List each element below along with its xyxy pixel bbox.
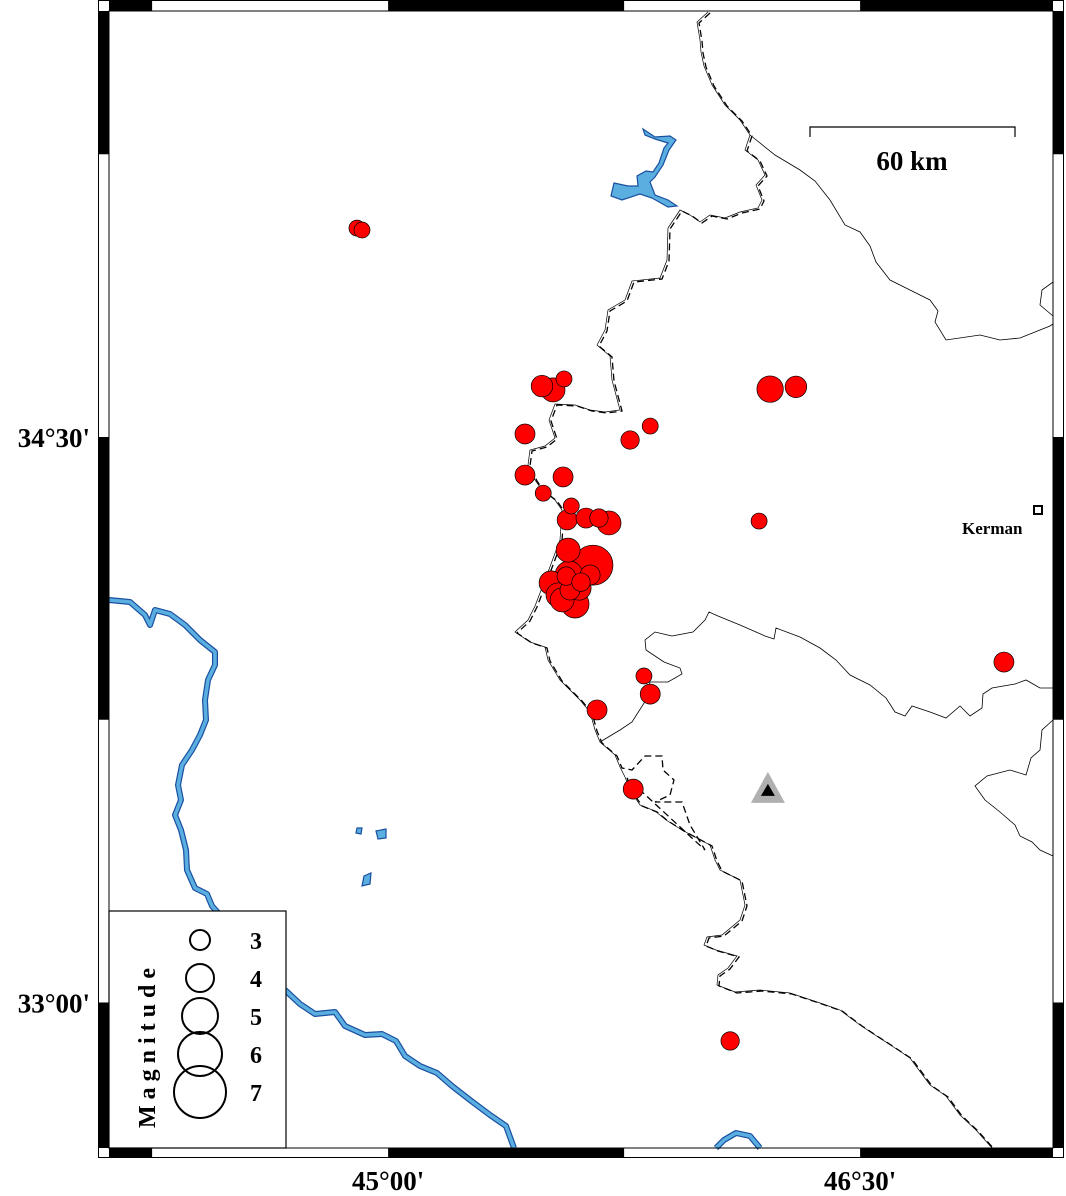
earthquake-marker xyxy=(555,537,581,563)
international-border xyxy=(514,11,993,1149)
legend-label: 3 xyxy=(250,929,262,955)
lake xyxy=(610,127,679,208)
frame-bar xyxy=(1053,11,1063,155)
earthquake-marker xyxy=(720,1031,740,1051)
legend-circle xyxy=(189,929,211,951)
lake xyxy=(355,827,363,835)
earthquake-marker xyxy=(562,497,580,515)
earthquake-marker xyxy=(756,375,784,403)
province-border xyxy=(974,719,1054,857)
water-layer xyxy=(108,127,763,1151)
legend-title: Magnitude xyxy=(135,962,161,1128)
frame-bar xyxy=(860,1148,1053,1158)
earthquake-marker xyxy=(530,374,554,398)
axis-labels: 45°00' 46°30' 34°30' 33°00' xyxy=(18,423,897,1196)
earthquake-marker xyxy=(993,651,1015,673)
y-tick-label: 34°30' xyxy=(18,423,90,453)
frame-bar xyxy=(388,1148,625,1158)
earthquake-marker xyxy=(750,512,768,530)
frame-bar xyxy=(109,1148,153,1158)
earthquake-marker xyxy=(514,423,536,445)
frame-bar xyxy=(99,1002,109,1148)
border-layer xyxy=(514,11,1054,1150)
frame-bar xyxy=(99,11,109,155)
legend-circle xyxy=(173,1065,227,1119)
frame-bar xyxy=(109,1,153,11)
lake xyxy=(361,872,372,887)
legend-label: 7 xyxy=(250,1081,262,1107)
river xyxy=(283,988,516,1149)
earthquake-marker xyxy=(571,572,591,592)
legend-circle xyxy=(177,1031,223,1077)
disputed-border xyxy=(515,12,995,1150)
map-frame xyxy=(98,0,1064,1158)
magnitude-legend: Magnitude 3 4 5 6 7 xyxy=(108,910,287,1149)
legend-circle xyxy=(181,997,219,1035)
earthquake-layer xyxy=(348,219,1015,1051)
legend-label: 4 xyxy=(250,967,262,993)
frame-bar xyxy=(1053,1002,1063,1148)
earthquake-marker xyxy=(639,683,661,705)
frame-bar xyxy=(860,1,1053,11)
earthquake-marker xyxy=(589,508,609,528)
x-tick-label: 46°30' xyxy=(824,1166,896,1196)
earthquake-marker xyxy=(555,370,573,388)
legend-circle xyxy=(185,963,215,993)
station-marker xyxy=(750,771,785,803)
scale-bar: 60 km xyxy=(809,126,1016,176)
earthquake-marker xyxy=(622,778,644,800)
lake xyxy=(375,828,387,840)
city-label: Kerman xyxy=(962,519,1023,538)
river xyxy=(108,598,222,917)
earthquake-marker xyxy=(514,464,536,486)
scale-bar-label: 60 km xyxy=(876,146,948,176)
province-border xyxy=(1039,281,1054,317)
legend-label: 5 xyxy=(250,1005,262,1031)
city-icon xyxy=(1033,505,1043,515)
earthquake-marker xyxy=(784,375,808,399)
frame-bar xyxy=(388,1,625,11)
x-tick-label: 45°00' xyxy=(352,1166,424,1196)
river xyxy=(714,1131,762,1150)
frame-bar xyxy=(1053,436,1063,720)
river xyxy=(108,597,223,917)
province-border xyxy=(599,611,1053,743)
y-tick-label: 33°00' xyxy=(18,988,90,1018)
earthquake-marker xyxy=(620,430,640,450)
legend-label: 6 xyxy=(250,1043,262,1069)
earthquake-marker xyxy=(635,667,653,685)
station-inner-icon xyxy=(760,783,775,796)
frame-bar xyxy=(99,436,109,720)
earthquake-marker xyxy=(353,221,371,239)
earthquake-marker xyxy=(586,699,608,721)
earthquake-marker xyxy=(534,484,552,502)
province-border xyxy=(749,134,1054,341)
city-marker: Kerman xyxy=(962,505,1043,538)
earthquake-marker xyxy=(552,466,574,488)
earthquake-marker xyxy=(641,417,659,435)
